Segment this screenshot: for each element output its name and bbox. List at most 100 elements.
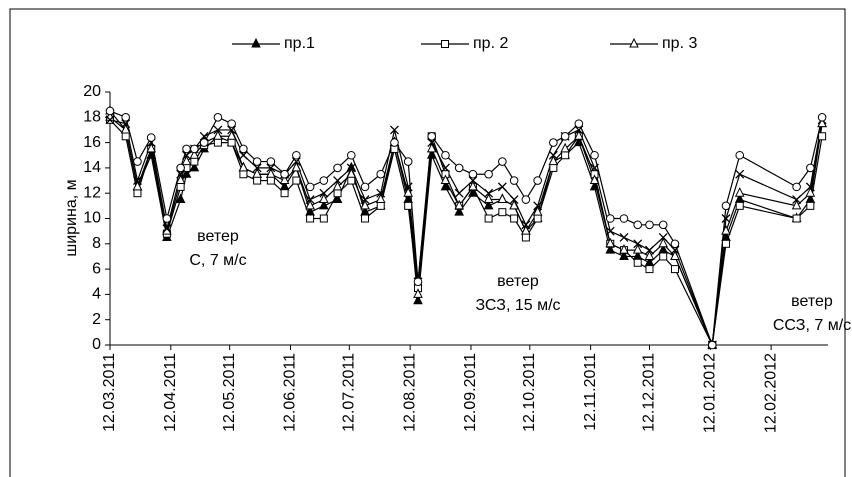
legend-label: пр. 3 [662,35,697,52]
marker [670,250,680,260]
marker [605,244,616,254]
marker [189,149,200,159]
marker [360,195,370,204]
marker [792,195,802,204]
x-tick-label: 12.09.2011 [462,353,479,432]
marker [721,214,731,223]
marker [390,138,399,147]
marker [213,130,223,140]
legend-marker [251,37,261,48]
marker [238,150,248,160]
marker [509,199,519,210]
marker [498,208,507,217]
marker [707,340,717,350]
marker [658,220,668,230]
marker [574,136,584,147]
marker [132,180,143,191]
marker [162,224,172,234]
x-tick-label: 12.10.2011 [521,353,538,432]
x-tick-label: 12.02.2012 [762,353,779,433]
marker [146,133,156,142]
marker [413,277,423,287]
marker [806,163,815,173]
marker [483,193,494,204]
y-tick-label: 10 [83,210,101,227]
y-tick-label: 6 [92,260,101,277]
marker [280,189,289,198]
x-tick-label: 12.03.2011 [101,353,118,432]
marker [121,119,131,129]
marker [346,168,357,178]
x-tick-label: 12.08.2011 [401,353,418,432]
marker [619,233,629,242]
marker [266,157,276,166]
marker [659,252,668,261]
marker [239,144,248,154]
marker [319,214,328,223]
marker [484,214,493,223]
marker [574,119,584,128]
marker [305,182,315,192]
marker [133,189,142,198]
x-tick-label: 12.04.2011 [162,353,179,432]
marker [521,233,530,242]
marker [266,176,275,185]
marker [817,113,827,122]
marker [346,163,356,173]
marker [468,180,478,191]
marker [360,199,370,210]
marker [333,189,342,198]
marker [633,258,642,267]
marker [721,239,730,248]
marker [146,149,157,159]
marker [146,142,157,153]
marker [361,214,370,223]
marker [632,244,643,254]
marker [346,150,356,160]
marker [175,174,186,185]
legend-label: пр. 2 [473,35,508,52]
marker [120,123,131,134]
x-tick-label: 12.05.2011 [221,353,238,432]
marker [403,187,413,197]
marker [133,157,142,166]
marker [121,132,130,141]
marker [376,169,386,179]
marker [227,125,237,135]
marker [190,157,199,166]
chart-frame [9,8,846,477]
y-tick-label: 20 [83,83,101,100]
marker [292,176,301,185]
marker [645,265,654,274]
x-tick-label: 12.06.2011 [282,353,299,432]
marker [590,163,600,173]
marker [619,244,629,254]
marker [560,131,570,141]
y-tick-label: 2 [92,311,101,328]
marker [521,225,531,235]
y-tick-label: 0 [92,336,101,353]
marker [440,180,451,191]
marker [238,161,249,172]
marker [497,182,507,192]
marker [403,157,413,166]
marker [105,115,115,125]
marker [376,201,385,210]
marker [291,161,302,172]
marker [633,220,643,230]
marker [533,176,542,185]
marker [548,150,558,160]
marker [404,201,413,210]
marker [375,193,386,204]
marker [413,294,423,305]
marker [133,176,142,186]
marker [426,142,437,153]
annotation: ветер [791,293,833,310]
marker [199,131,209,141]
marker [440,163,450,173]
marker [333,176,343,186]
marker [532,206,543,216]
marker [162,214,172,223]
